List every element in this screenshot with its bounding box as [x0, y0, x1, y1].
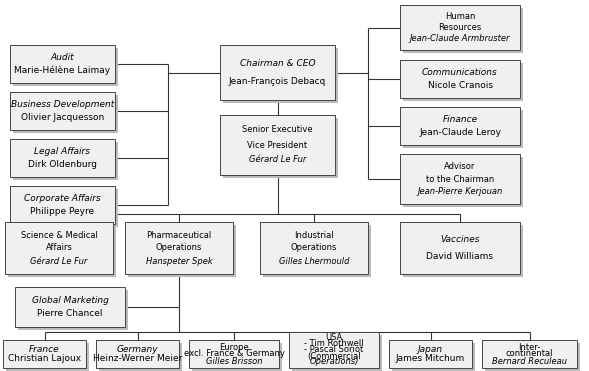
FancyBboxPatch shape [403, 110, 523, 148]
FancyBboxPatch shape [389, 340, 472, 368]
FancyBboxPatch shape [403, 8, 523, 53]
Text: Jean-Pierre Kerjouan: Jean-Pierre Kerjouan [418, 187, 502, 196]
Text: Europe: Europe [219, 342, 249, 351]
Text: Olivier Jacquesson: Olivier Jacquesson [21, 113, 104, 122]
Text: Operations: Operations [156, 243, 202, 253]
Text: Science & Medical: Science & Medical [21, 230, 97, 240]
FancyBboxPatch shape [220, 45, 335, 100]
Text: Global Marketing: Global Marketing [32, 296, 108, 305]
Text: Germany: Germany [117, 345, 158, 354]
Text: Resources: Resources [438, 23, 482, 32]
Text: Legal Affairs: Legal Affairs [35, 147, 91, 156]
Text: Senior Executive: Senior Executive [242, 125, 313, 135]
Text: Affairs: Affairs [45, 243, 72, 253]
FancyBboxPatch shape [192, 343, 282, 371]
FancyBboxPatch shape [125, 222, 233, 274]
Text: Corporate Affairs: Corporate Affairs [24, 194, 101, 203]
FancyBboxPatch shape [403, 157, 523, 207]
FancyBboxPatch shape [99, 343, 182, 371]
Text: Chairman & CEO: Chairman & CEO [240, 59, 315, 68]
Text: USA: USA [325, 334, 343, 342]
Text: Operations: Operations [291, 243, 337, 253]
FancyBboxPatch shape [400, 60, 520, 98]
Text: Audit: Audit [51, 53, 74, 62]
FancyBboxPatch shape [10, 92, 115, 130]
FancyBboxPatch shape [392, 343, 475, 371]
Text: Marie-Hélène Laimay: Marie-Hélène Laimay [15, 66, 111, 75]
FancyBboxPatch shape [128, 225, 236, 277]
Text: Pharmaceutical: Pharmaceutical [147, 230, 211, 240]
Text: Heinz-Werner Meier: Heinz-Werner Meier [93, 354, 182, 363]
Text: Jean-Claude Armbruster: Jean-Claude Armbruster [410, 34, 510, 43]
Text: David Williams: David Williams [426, 252, 494, 261]
FancyBboxPatch shape [10, 139, 115, 177]
Text: France: France [29, 345, 60, 354]
Text: to the Chairman: to the Chairman [426, 174, 494, 184]
Text: Nicole Cranois: Nicole Cranois [428, 81, 492, 90]
FancyBboxPatch shape [13, 48, 118, 86]
FancyBboxPatch shape [8, 225, 116, 277]
FancyBboxPatch shape [223, 48, 338, 103]
FancyBboxPatch shape [3, 340, 86, 368]
Text: Vaccines: Vaccines [440, 235, 480, 244]
FancyBboxPatch shape [5, 222, 113, 274]
FancyBboxPatch shape [482, 340, 577, 368]
Text: Dirk Oldenburg: Dirk Oldenburg [28, 160, 97, 169]
Text: - Tim Rothwell: - Tim Rothwell [304, 339, 364, 348]
Text: Business Development: Business Development [11, 100, 114, 109]
FancyBboxPatch shape [400, 154, 520, 204]
Text: Philippe Peyre: Philippe Peyre [31, 207, 95, 216]
FancyBboxPatch shape [400, 5, 520, 50]
Text: Gérard Le Fur: Gérard Le Fur [249, 155, 306, 164]
FancyBboxPatch shape [403, 225, 523, 277]
FancyBboxPatch shape [289, 332, 379, 368]
FancyBboxPatch shape [96, 340, 179, 368]
FancyBboxPatch shape [13, 189, 118, 227]
Text: Jean-Claude Leroy: Jean-Claude Leroy [419, 128, 501, 137]
Text: Christian Lajoux: Christian Lajoux [8, 354, 81, 363]
Text: (Commercial: (Commercial [307, 351, 361, 361]
FancyBboxPatch shape [13, 142, 118, 180]
FancyBboxPatch shape [6, 343, 89, 371]
Text: Industrial: Industrial [294, 230, 334, 240]
FancyBboxPatch shape [15, 287, 125, 327]
Text: Japan: Japan [418, 345, 443, 354]
Text: continental: continental [506, 349, 553, 358]
FancyBboxPatch shape [220, 115, 335, 175]
FancyBboxPatch shape [189, 340, 279, 368]
Text: - Pascal Soriot: - Pascal Soriot [305, 345, 363, 355]
FancyBboxPatch shape [403, 63, 523, 101]
FancyBboxPatch shape [13, 95, 118, 133]
Text: Human: Human [445, 12, 475, 21]
FancyBboxPatch shape [292, 335, 382, 371]
Text: Bernard Reculeau: Bernard Reculeau [492, 357, 567, 365]
Text: Operations): Operations) [309, 358, 359, 367]
Text: Vice President: Vice President [247, 141, 307, 150]
Text: Gilles Lhermould: Gilles Lhermould [279, 256, 349, 266]
FancyBboxPatch shape [400, 107, 520, 145]
Text: Inter-: Inter- [518, 342, 541, 351]
FancyBboxPatch shape [10, 186, 115, 224]
Text: excl. France & Germany: excl. France & Germany [184, 349, 284, 358]
FancyBboxPatch shape [223, 118, 338, 178]
FancyBboxPatch shape [400, 222, 520, 274]
Text: Gérard Le Fur: Gérard Le Fur [30, 256, 88, 266]
FancyBboxPatch shape [260, 222, 368, 274]
Text: Communications: Communications [422, 68, 498, 77]
Text: Finance: Finance [442, 115, 478, 124]
Text: Jean-François Debacq: Jean-François Debacq [229, 77, 326, 86]
FancyBboxPatch shape [263, 225, 371, 277]
Text: Gilles Brisson: Gilles Brisson [206, 357, 262, 365]
Text: James Mitchum: James Mitchum [396, 354, 465, 363]
FancyBboxPatch shape [10, 45, 115, 83]
FancyBboxPatch shape [18, 290, 128, 330]
Text: Advisor: Advisor [444, 162, 476, 171]
Text: Hanspeter Spek: Hanspeter Spek [145, 256, 213, 266]
FancyBboxPatch shape [485, 343, 580, 371]
Text: Pierre Chancel: Pierre Chancel [37, 309, 102, 318]
